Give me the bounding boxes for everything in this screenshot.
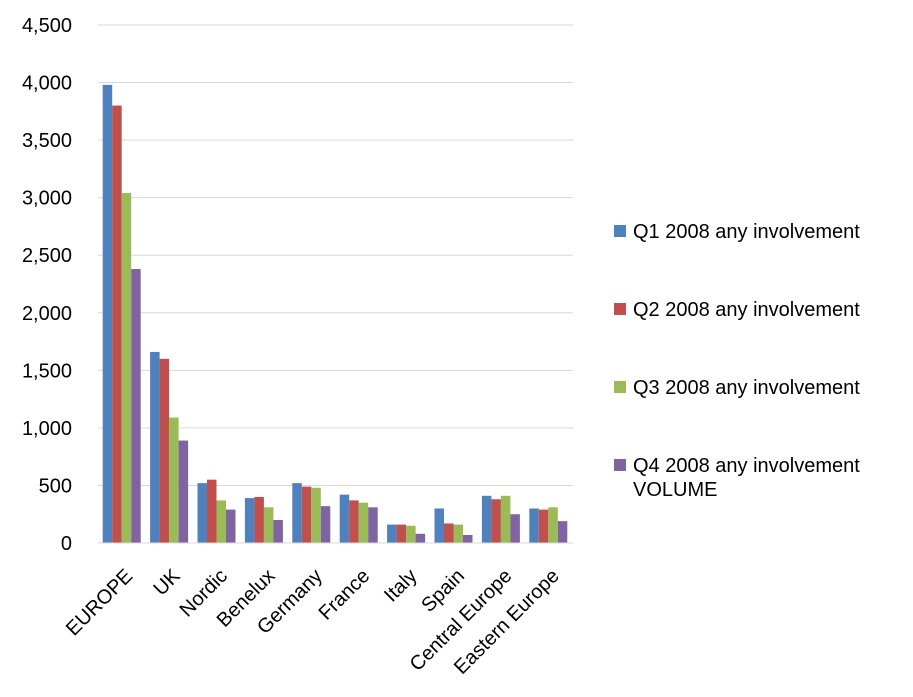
bar-central-europe-series-1 [481, 495, 492, 543]
bar-uk-series-1 [150, 351, 160, 543]
bar-italy-series-2 [396, 524, 407, 543]
legend-swatch-series-4 [614, 459, 626, 471]
bar-spain-series-1 [434, 508, 444, 543]
bar-spain-series-2 [444, 523, 454, 543]
bar-benelux-series-4 [273, 519, 283, 543]
y-tick-label: 1,500 [22, 360, 72, 382]
bar-europe-series-1 [102, 84, 113, 543]
bar-eastern-europe-series-3 [548, 507, 558, 543]
bar-uk-series-2 [159, 358, 170, 543]
y-tick-label: 3,500 [22, 130, 72, 152]
bar-spain-series-3 [453, 524, 463, 543]
x-tick-label-uk: UK [149, 565, 185, 601]
bar-france-series-2 [349, 500, 359, 543]
y-axis: 0 500 1,000 1,500 2,000 2,500 3,000 3,500 4,000 4… [22, 15, 72, 555]
bar-nordic-series-3 [216, 500, 226, 543]
bar-italy-series-4 [415, 533, 426, 543]
x-tick-label-italy: Italy [380, 565, 421, 606]
bar-benelux-series-1 [244, 498, 255, 543]
legend-label-series-4: Q4 2008 any involvement VOLUME [633, 455, 860, 501]
bar-nordic-series-2 [207, 479, 217, 543]
legend-label-series-1: Q1 2008 any involvement [633, 221, 860, 243]
legend-swatch-series-2 [614, 303, 626, 315]
bar-germany-series-4 [320, 506, 331, 543]
bar-eastern-europe-series-2 [538, 509, 549, 543]
y-tick-label: 2,000 [22, 303, 72, 325]
bar-eastern-europe-series-4 [557, 521, 568, 543]
bar-france-series-1 [339, 494, 350, 543]
x-tick-label-europe: EUROPE [62, 565, 137, 640]
bars [102, 84, 568, 544]
bar-germany-series-2 [301, 486, 312, 543]
bar-uk-series-3 [169, 417, 179, 543]
bar-france-series-4 [368, 507, 378, 543]
bar-italy-series-1 [387, 524, 397, 543]
y-tick-label: 500 [39, 475, 72, 497]
bar-benelux-series-3 [263, 507, 274, 543]
bar-central-europe-series-2 [491, 499, 501, 543]
legend-label-series-3: Q3 2008 any involvement [633, 377, 860, 399]
bar-france-series-3 [358, 502, 369, 543]
bar-spain-series-4 [463, 534, 473, 543]
bar-central-europe-series-3 [500, 495, 511, 543]
bar-uk-series-4 [178, 440, 189, 543]
bar-nordic-series-1 [197, 483, 207, 543]
y-tick-label: 0 [61, 533, 72, 555]
x-tick-label-france: France [315, 565, 375, 625]
y-tick-label: 3,000 [22, 188, 72, 210]
bar-italy-series-3 [406, 525, 416, 543]
gridlines [98, 24, 573, 486]
y-tick-label: 2,500 [22, 245, 72, 267]
legend-label-series-2: Q2 2008 any involvement [633, 299, 860, 321]
bar-germany-series-3 [311, 487, 321, 543]
y-tick-label: 1,000 [22, 418, 72, 440]
legend: Q1 2008 any involvement Q2 2008 any invol… [614, 221, 860, 501]
y-tick-label: 4,500 [22, 15, 72, 37]
legend-swatch-series-1 [614, 225, 626, 237]
y-tick-label: 4,000 [22, 73, 72, 95]
bar-europe-series-2 [112, 105, 122, 544]
bar-benelux-series-2 [254, 496, 264, 543]
bar-central-europe-series-4 [510, 514, 520, 543]
bar-germany-series-1 [292, 483, 302, 543]
bar-nordic-series-4 [226, 509, 236, 543]
bar-europe-series-3 [121, 193, 132, 543]
legend-swatch-series-3 [614, 381, 626, 393]
bar-eastern-europe-series-1 [529, 508, 539, 543]
bar-europe-series-4 [131, 269, 141, 543]
